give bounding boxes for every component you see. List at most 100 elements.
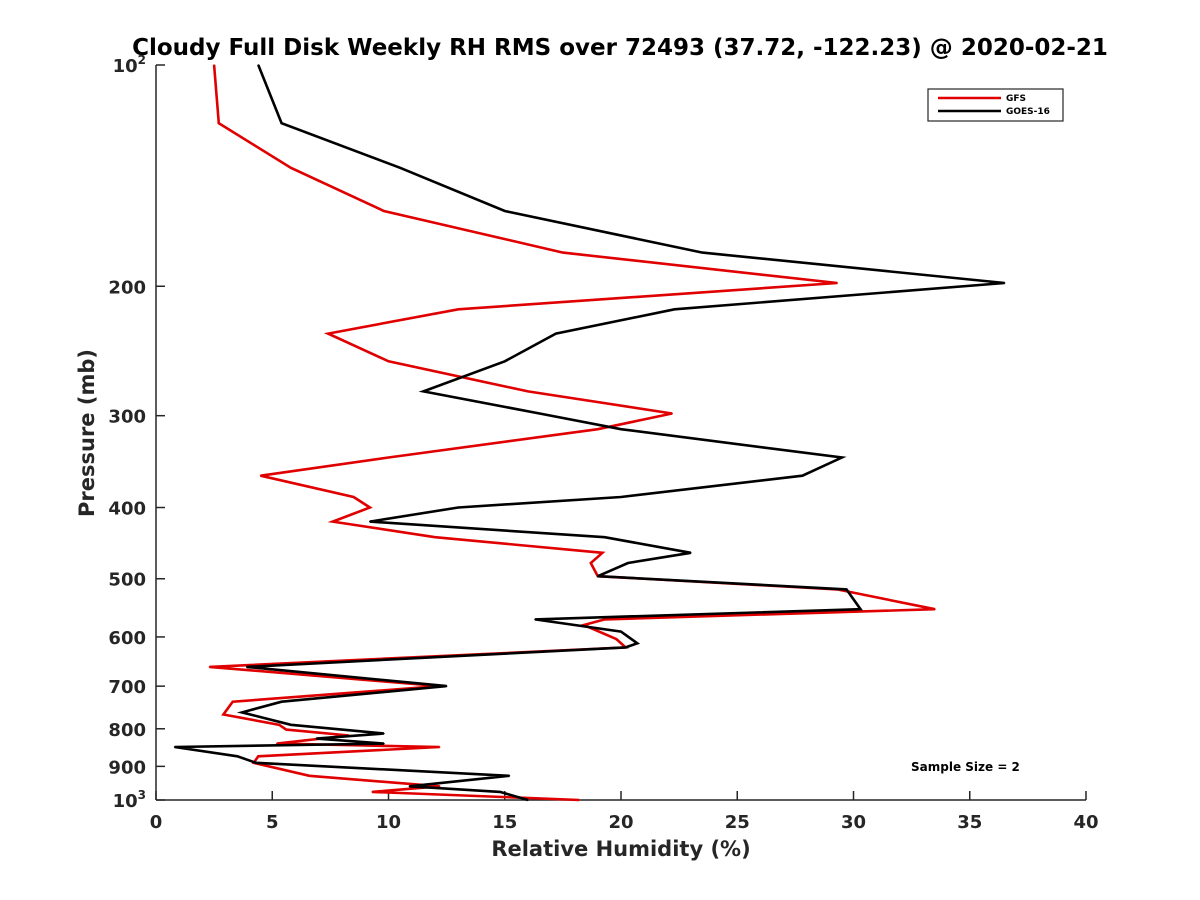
data-point-goes-16-15 bbox=[457, 506, 460, 509]
data-point-goes-16-14 bbox=[620, 496, 622, 498]
data-point-goes-16-38 bbox=[508, 775, 511, 777]
data-point-goes-16-40 bbox=[499, 791, 501, 793]
data-point-gfs-3 bbox=[383, 210, 385, 212]
legend-label-gfs: GFS bbox=[1006, 94, 1026, 104]
data-point-goes-16-29 bbox=[280, 700, 283, 703]
chart-title: Cloudy Full Disk Weekly RH RMS over 7249… bbox=[132, 35, 1108, 61]
data-point-goes-16-1 bbox=[280, 122, 283, 124]
data-point-gfs-23 bbox=[603, 618, 606, 621]
data-point-gfs-5 bbox=[836, 282, 838, 284]
data-point-goes-16-11 bbox=[620, 428, 622, 431]
data-point-goes-16-20 bbox=[597, 575, 599, 577]
data-point-goes-16-4 bbox=[701, 251, 704, 254]
data-point-gfs-15 bbox=[369, 506, 371, 509]
data-point-goes-16-5 bbox=[1003, 282, 1006, 284]
data-point-gfs-22 bbox=[934, 608, 936, 610]
data-point-gfs-14 bbox=[352, 496, 355, 498]
legend-label-goes-16: GOES-16 bbox=[1006, 107, 1050, 117]
data-point-gfs-2 bbox=[290, 167, 292, 169]
legend: GFS GOES-16 bbox=[927, 88, 1064, 122]
data-point-gfs-36 bbox=[257, 755, 260, 758]
data-point-goes-16-30 bbox=[241, 711, 243, 714]
data-point-gfs-32 bbox=[285, 728, 288, 731]
data-point-gfs-34 bbox=[276, 742, 278, 745]
data-point-goes-16-27 bbox=[245, 666, 248, 668]
y-tick-label-0: 102 bbox=[113, 53, 146, 77]
data-point-gfs-35 bbox=[438, 746, 441, 748]
x-axis-label: Relative Humidity (%) bbox=[491, 837, 750, 861]
data-point-goes-16-0 bbox=[257, 64, 260, 66]
data-point-goes-16-16 bbox=[369, 520, 371, 523]
data-point-goes-16-10 bbox=[538, 412, 541, 415]
data-point-gfs-38 bbox=[308, 775, 311, 777]
data-point-goes-16-8 bbox=[504, 360, 506, 363]
data-point-goes-16-2 bbox=[399, 167, 401, 169]
data-point-goes-16-22 bbox=[859, 608, 862, 610]
data-point-gfs-6 bbox=[457, 308, 460, 311]
y-tick-label-4: 500 bbox=[108, 570, 146, 591]
data-point-gfs-31 bbox=[278, 724, 281, 726]
data-point-gfs-9 bbox=[527, 390, 529, 393]
y-axis-label: Pressure (mb) bbox=[75, 349, 99, 517]
data-point-gfs-8 bbox=[387, 360, 390, 363]
x-tick-label-7: 35 bbox=[957, 812, 982, 833]
data-point-goes-16-17 bbox=[603, 536, 606, 538]
data-point-gfs-1 bbox=[218, 122, 220, 124]
y-tick-label-5: 600 bbox=[108, 628, 146, 649]
data-point-gfs-30 bbox=[222, 713, 225, 716]
data-point-goes-16-3 bbox=[504, 210, 506, 212]
y-tick-label-2: 300 bbox=[108, 407, 146, 428]
data-point-goes-16-36 bbox=[236, 755, 239, 758]
y-tick-label-3: 400 bbox=[108, 499, 146, 520]
data-point-gfs-41 bbox=[578, 799, 580, 801]
data-point-gfs-29 bbox=[231, 700, 234, 703]
x-tick-label-2: 10 bbox=[376, 812, 401, 833]
data-point-goes-16-34 bbox=[383, 742, 385, 745]
data-point-gfs-12 bbox=[387, 456, 390, 459]
y-tick-label-8: 900 bbox=[108, 757, 146, 778]
data-point-goes-16-35 bbox=[173, 746, 176, 748]
data-point-goes-16-31 bbox=[290, 724, 292, 726]
x-tick-label-8: 40 bbox=[1073, 812, 1098, 833]
data-point-goes-16-25 bbox=[636, 642, 639, 645]
x-tick-label-4: 20 bbox=[608, 812, 633, 833]
data-point-goes-16-32 bbox=[383, 732, 385, 735]
data-point-gfs-4 bbox=[562, 251, 564, 254]
data-point-gfs-10 bbox=[671, 412, 673, 415]
y-ticks: 102 200 300 400 500 600 700 800 900 103 bbox=[108, 53, 165, 812]
data-point-goes-16-9 bbox=[422, 390, 425, 393]
series-layer bbox=[173, 64, 1006, 802]
sample-size-annotation: Sample Size = 2 bbox=[911, 760, 1020, 774]
data-point-goes-16-24 bbox=[620, 630, 622, 633]
series-line-gfs bbox=[209, 64, 936, 802]
data-point-gfs-17 bbox=[434, 536, 436, 538]
data-point-gfs-0 bbox=[213, 64, 215, 66]
y-tick-label-6: 700 bbox=[108, 677, 146, 698]
data-point-goes-16-7 bbox=[555, 332, 557, 335]
data-point-goes-16-23 bbox=[534, 618, 536, 621]
data-point-gfs-18 bbox=[601, 552, 604, 554]
series-line-goes-16 bbox=[174, 64, 1005, 802]
y-tick-label-9: 103 bbox=[113, 788, 146, 812]
data-point-goes-16-41 bbox=[527, 799, 529, 801]
data-point-gfs-11 bbox=[597, 428, 599, 431]
data-point-gfs-19 bbox=[590, 562, 592, 564]
data-point-gfs-7 bbox=[327, 332, 329, 335]
data-point-goes-16-28 bbox=[445, 685, 448, 687]
x-tick-label-6: 30 bbox=[841, 812, 866, 833]
data-point-goes-16-39 bbox=[408, 785, 411, 788]
data-point-goes-16-33 bbox=[315, 737, 318, 740]
legend-box bbox=[927, 88, 1064, 122]
x-tick-label-1: 5 bbox=[266, 812, 279, 833]
data-point-goes-16-13 bbox=[801, 474, 804, 477]
data-point-gfs-16 bbox=[331, 520, 334, 523]
data-point-goes-16-6 bbox=[673, 308, 676, 311]
data-point-goes-16-18 bbox=[690, 552, 692, 554]
data-point-goes-16-26 bbox=[624, 646, 627, 649]
y-tick-label-7: 800 bbox=[108, 720, 146, 741]
x-tick-label-5: 25 bbox=[725, 812, 750, 833]
x-tick-label-3: 15 bbox=[492, 812, 517, 833]
x-ticks: 0 5 10 15 20 25 30 35 40 bbox=[150, 791, 1099, 833]
data-point-goes-16-12 bbox=[841, 456, 843, 459]
